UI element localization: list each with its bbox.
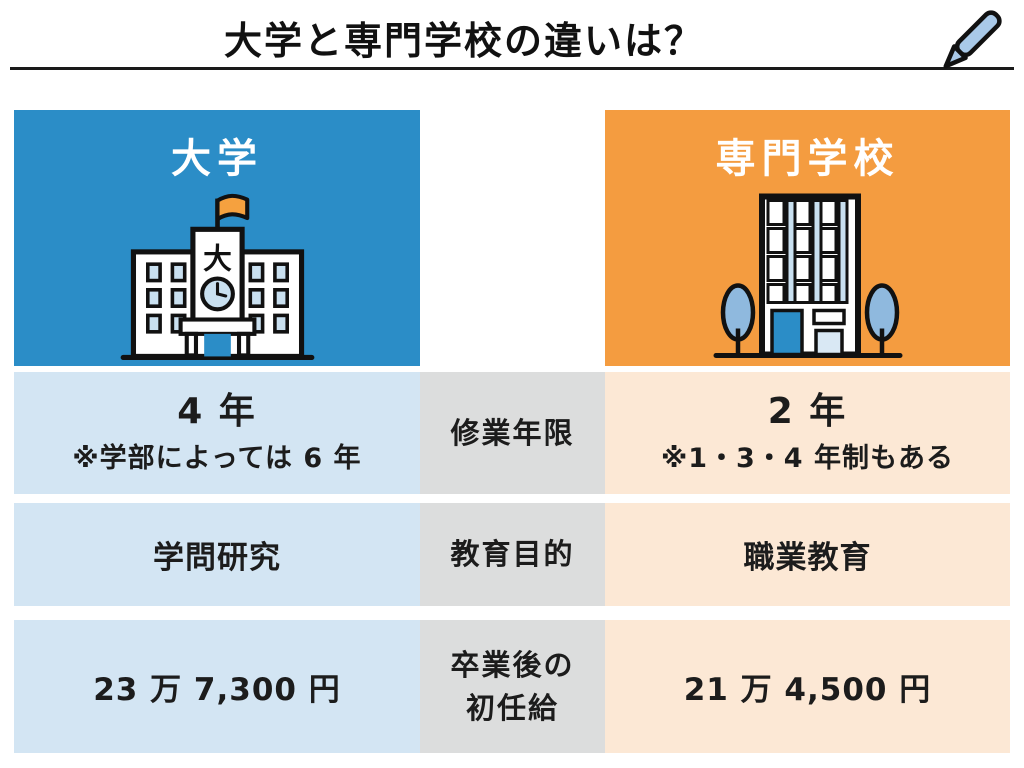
row-label-duration: 修業年限 (450, 415, 575, 450)
university-salary-value: 23 万 7,300 円 (93, 672, 341, 708)
table-row-duration: 4 年 ※学部によっては 6 年 修業年限 2 年 ※1・3・4 年制もある (14, 372, 1010, 494)
table-row-salary: 23 万 7,300 円 卒業後の 初任給 21 万 4,500 円 (14, 620, 1010, 753)
vocational-salary-value: 21 万 4,500 円 (683, 672, 932, 708)
row-label-purpose: 教育目的 (450, 537, 575, 572)
university-building-icon: 大 (120, 193, 314, 361)
table-header-row: 大学 大 (14, 110, 1010, 366)
cell-vocational-duration: 2 年 ※1・3・4 年制もある (605, 372, 1010, 494)
vocational-duration-value: 2 年 (767, 391, 848, 433)
row-label-salary-line2: 初任給 (465, 690, 559, 725)
cell-university-salary: 23 万 7,300 円 (14, 620, 420, 753)
cell-label-duration: 修業年限 (420, 372, 605, 494)
university-purpose-value: 学問研究 (153, 540, 281, 576)
page-title: 大学と専門学校の違いは？ (223, 19, 704, 63)
cell-label-salary: 卒業後の 初任給 (420, 620, 605, 753)
comparison-table: 大学 大 (14, 110, 1010, 753)
university-icon-kanji: 大 (203, 241, 232, 275)
cell-vocational-purpose: 職業教育 (605, 503, 1010, 606)
university-header-label: 大学 (171, 136, 263, 182)
vocational-building-icon (713, 193, 902, 358)
title-underline (10, 67, 1014, 70)
cell-university-duration: 4 年 ※学部によっては 6 年 (14, 372, 420, 494)
university-duration-value: 4 年 (177, 391, 257, 433)
vocational-header-label: 専門学校 (715, 136, 900, 182)
row-label-salary-line1: 卒業後の (450, 648, 575, 683)
university-header: 大学 大 (14, 110, 420, 366)
header-spacer (420, 110, 605, 366)
title-bar: 大学と専門学校の違いは？ (0, 0, 1024, 70)
vocational-purpose-value: 職業教育 (743, 540, 872, 576)
pencil-icon (934, 0, 1014, 70)
vocational-duration-note: ※1・3・4 年制もある (660, 442, 954, 474)
university-duration-note: ※学部によっては 6 年 (72, 442, 362, 474)
vocational-header: 専門学校 (605, 110, 1010, 366)
table-row-purpose: 学問研究 教育目的 職業教育 (14, 503, 1010, 606)
cell-vocational-salary: 21 万 4,500 円 (605, 620, 1010, 753)
cell-university-purpose: 学問研究 (14, 503, 420, 606)
cell-label-purpose: 教育目的 (420, 503, 605, 606)
row-label-salary: 卒業後の 初任給 (450, 644, 574, 728)
